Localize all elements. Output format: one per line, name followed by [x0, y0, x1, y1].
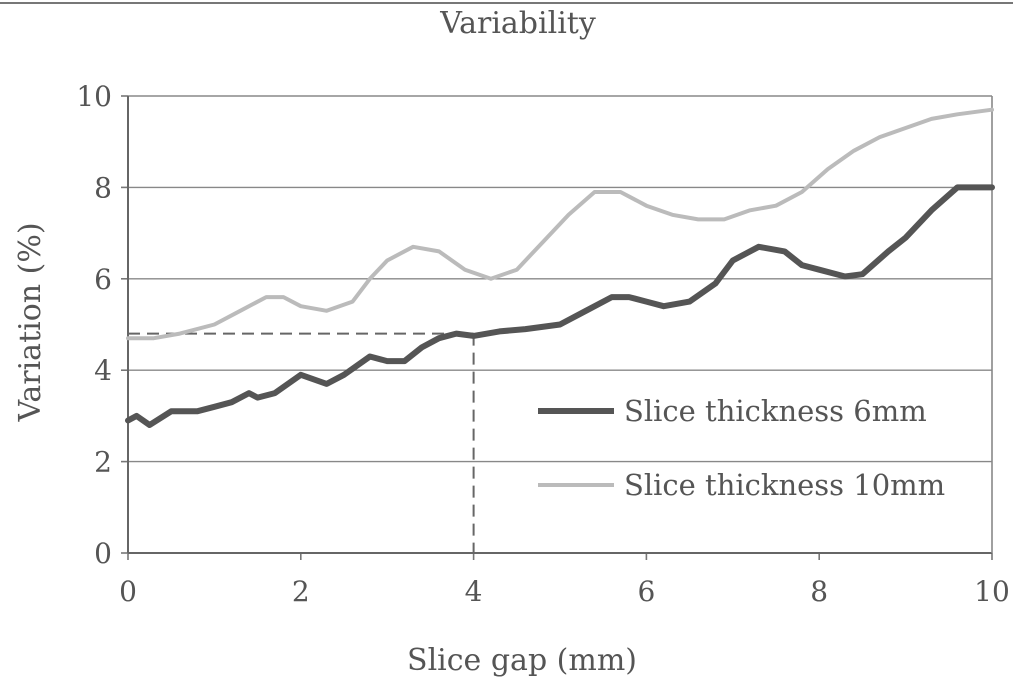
y-tick-label-8: 8: [94, 171, 112, 204]
y-tick-label-2: 2: [94, 446, 112, 479]
tick-labels: 0 2 4 6 8 10 0 2 4 6 8 10: [76, 80, 1009, 608]
dashed-guides: [128, 332, 475, 553]
y-tick-label-6: 6: [94, 263, 112, 296]
series-line-6mm: [125, 184, 995, 428]
y-tick-label-10: 10: [76, 80, 112, 113]
axes: [121, 95, 993, 560]
x-tick-label-8: 8: [810, 575, 828, 608]
series-line-10mm: [126, 107, 994, 341]
x-tick-label-6: 6: [637, 575, 655, 608]
y-tick-label-0: 0: [94, 537, 112, 570]
x-tick-label-0: 0: [119, 575, 137, 608]
x-tick-label-10: 10: [974, 575, 1010, 608]
y-axis-label: Variation (%): [13, 222, 48, 422]
legend-label-6mm: Slice thickness 6mm: [624, 394, 927, 428]
y-tick-label-4: 4: [94, 354, 112, 387]
series-lines: [125, 107, 995, 428]
x-tick-label-4: 4: [465, 575, 483, 608]
chart-title: Variability: [439, 6, 596, 41]
legend: Slice thickness 6mm Slice thickness 10mm: [538, 394, 945, 502]
x-axis-label: Slice gap (mm): [407, 643, 637, 678]
x-tick-label-2: 2: [292, 575, 310, 608]
legend-label-10mm: Slice thickness 10mm: [624, 468, 945, 502]
